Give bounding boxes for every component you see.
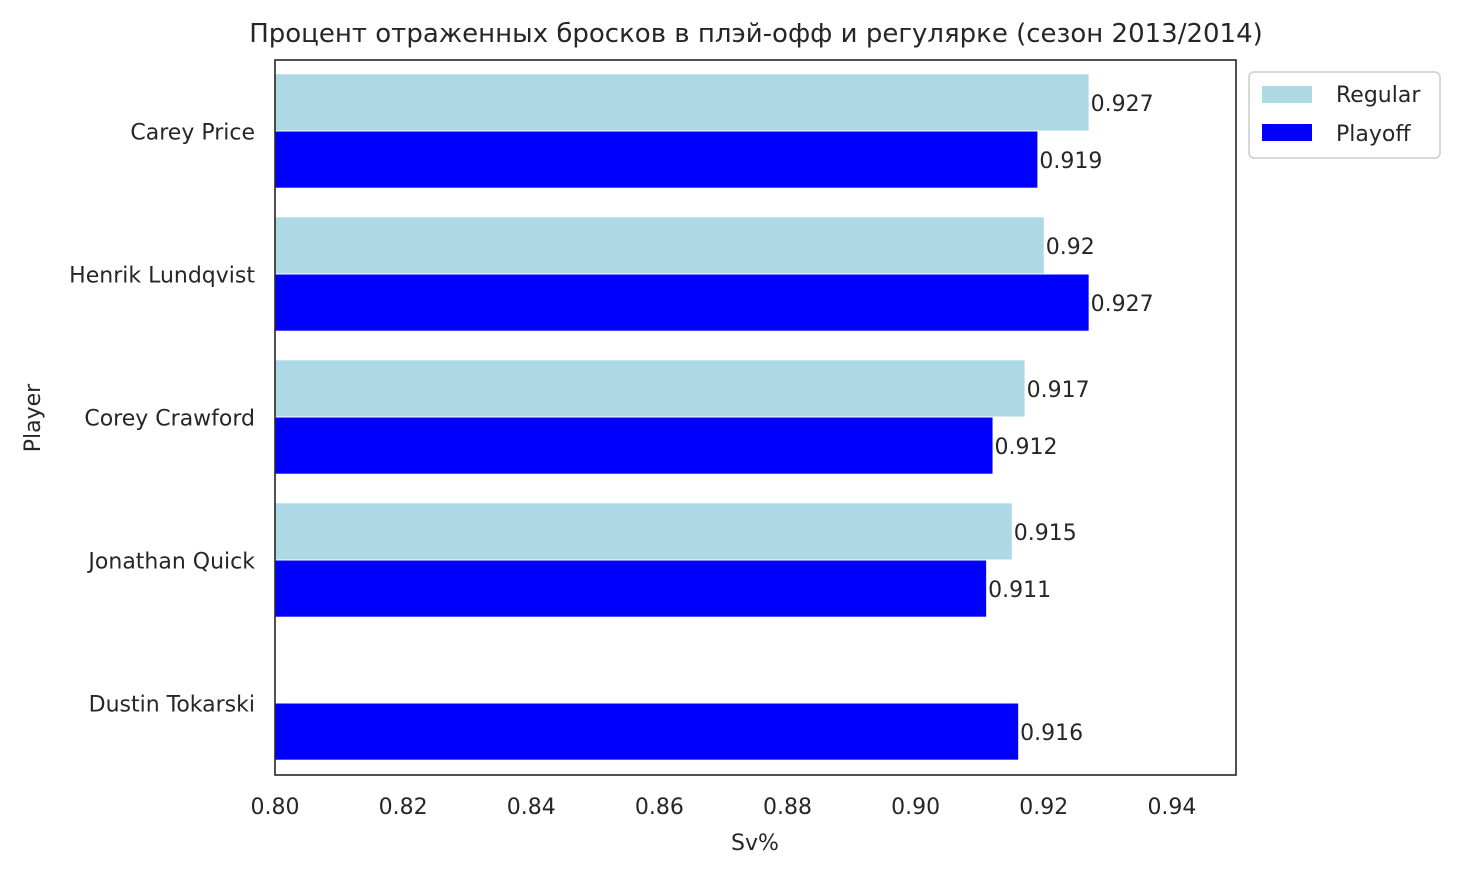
legend-label-regular: Regular <box>1336 83 1421 108</box>
bar-regular-jonathan-quick <box>275 503 1012 560</box>
bar-playoff-carey-price <box>275 131 1038 188</box>
x-axis-label: Sv% <box>731 831 779 856</box>
bar-playoff-corey-crawford <box>275 417 993 474</box>
y-tick-label: Dustin Tokarski <box>89 693 255 718</box>
x-tick-label: 0.90 <box>891 795 940 820</box>
data-label-regular-corey-crawford: 0.917 <box>1027 378 1090 403</box>
bar-regular-henrik-lundqvist <box>275 217 1044 274</box>
bar-regular-carey-price <box>275 74 1089 131</box>
bar-playoff-henrik-lundqvist <box>275 274 1089 331</box>
data-label-regular-henrik-lundqvist: 0.92 <box>1046 235 1095 260</box>
y-tick-label: Jonathan Quick <box>86 550 255 575</box>
bar-regular-corey-crawford <box>275 360 1025 417</box>
y-tick-label: Corey Crawford <box>84 407 255 432</box>
x-tick-label: 0.82 <box>379 795 428 820</box>
legend-swatch-playoff <box>1262 124 1312 141</box>
bar-playoff-jonathan-quick <box>275 560 987 617</box>
x-tick-label: 0.92 <box>1019 795 1068 820</box>
y-axis-label: Player <box>21 383 46 452</box>
x-tick-label: 0.84 <box>507 795 556 820</box>
x-tick-label: 0.94 <box>1147 795 1196 820</box>
data-label-playoff-jonathan-quick: 0.911 <box>988 578 1051 603</box>
x-tick-label: 0.80 <box>251 795 300 820</box>
bar-playoff-dustin-tokarski <box>275 703 1019 760</box>
data-label-regular-carey-price: 0.927 <box>1091 92 1154 117</box>
plot-area-frame <box>274 59 1237 776</box>
legend-label-playoff: Playoff <box>1336 122 1411 147</box>
data-label-playoff-corey-crawford: 0.912 <box>995 435 1058 460</box>
legend-swatch-regular <box>1262 86 1312 103</box>
x-tick-label: 0.88 <box>763 795 812 820</box>
bars-layer <box>275 74 1089 760</box>
chart-title: Процент отраженных бросков в плэй-офф и … <box>249 19 1263 49</box>
y-tick-label: Carey Price <box>130 121 255 146</box>
data-label-playoff-henrik-lundqvist: 0.927 <box>1091 292 1154 317</box>
data-label-regular-jonathan-quick: 0.915 <box>1014 521 1077 546</box>
data-label-playoff-dustin-tokarski: 0.916 <box>1020 721 1083 746</box>
data-labels-layer: 0.927 0.919 0.92 0.927 0.917 0.912 0.915 0.911 0… <box>988 92 1153 746</box>
data-label-playoff-carey-price: 0.919 <box>1039 149 1102 174</box>
x-axis-ticks: 0.80 0.82 0.84 0.86 0.88 0.90 0.92 0.94 <box>251 795 1197 820</box>
y-axis-ticks: Carey Price Henrik Lundqvist Corey Crawfor… <box>69 121 255 718</box>
y-tick-label: Henrik Lundqvist <box>69 264 255 289</box>
x-tick-label: 0.86 <box>635 795 684 820</box>
legend: Regular Playoff <box>1248 71 1441 159</box>
